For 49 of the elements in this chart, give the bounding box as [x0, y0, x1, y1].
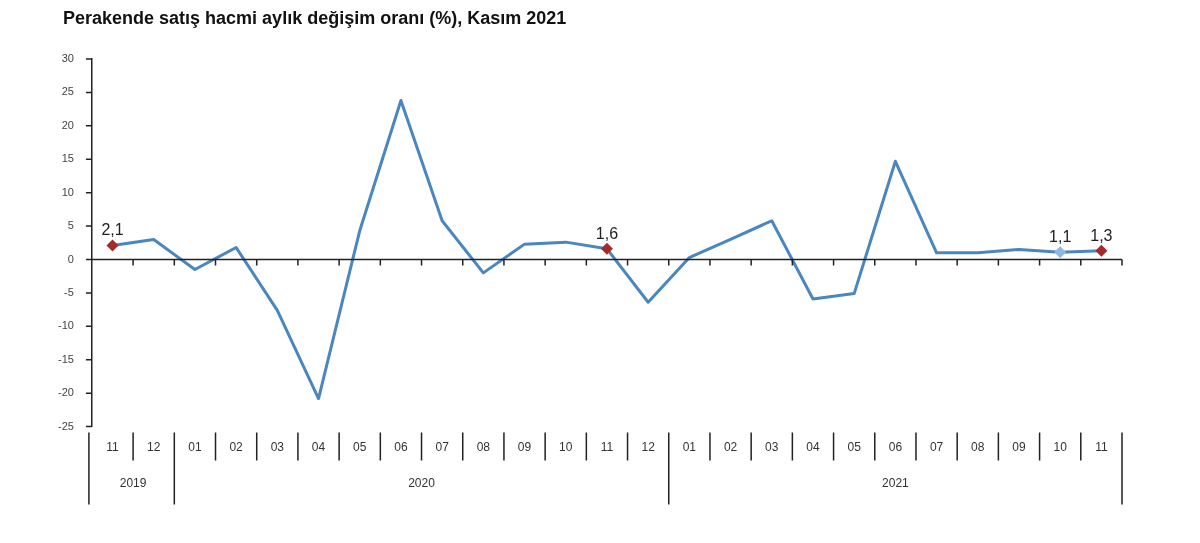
point — [106, 239, 119, 252]
x-tick-label: 08 — [971, 440, 985, 455]
y-tick-label: 0 — [67, 252, 74, 265]
x-tick-label: 11 — [600, 440, 614, 455]
y-tick-label: -15 — [57, 352, 74, 365]
x-tick-label: 12 — [641, 440, 656, 455]
y-tick-label: 25 — [61, 85, 74, 98]
x-tick-label: 06 — [394, 440, 408, 455]
text: 2021 — [882, 475, 910, 490]
x-tick-label: 04 — [806, 440, 820, 455]
x-tick-label: 08 — [476, 440, 491, 455]
y-tick-label: 10 — [61, 185, 74, 198]
data-label: 1,1 — [1049, 228, 1072, 246]
y-tick-label: 20 — [61, 118, 74, 131]
x-tick-label: 12 — [147, 440, 161, 455]
x-tick-label: 04 — [311, 440, 326, 455]
x-tick-label: 02 — [723, 440, 738, 455]
x-tick-label: 05 — [847, 440, 862, 455]
x-tick-label: 02 — [229, 440, 244, 455]
x-tick-label: 09 — [517, 440, 532, 455]
x-tick-label: 03 — [765, 440, 779, 455]
x-tick-label: 10 — [559, 440, 573, 455]
y-tick-label: -5 — [64, 285, 74, 298]
y-tick-label: 15 — [61, 152, 74, 165]
x-tick-label: 03 — [270, 440, 285, 455]
x-tick-label: 11 — [1095, 440, 1108, 455]
data-label: 1,3 — [1090, 226, 1113, 244]
y-tick-label: -20 — [57, 386, 74, 399]
y-tick-label: -25 — [57, 419, 74, 432]
x-tick-label: 01 — [188, 440, 202, 455]
point — [600, 242, 613, 255]
x-tick-label: 06 — [888, 440, 903, 455]
data-label: 2,1 — [101, 221, 124, 239]
y-tick-label: -10 — [57, 319, 74, 332]
x-tick-label: 07 — [929, 440, 944, 455]
x-tick-label: 01 — [682, 440, 697, 455]
point — [1095, 244, 1108, 257]
x-tick-label: 10 — [1053, 440, 1068, 455]
data-label: 1,6 — [595, 224, 619, 242]
text: 2019 — [119, 475, 147, 490]
text: 2020 — [408, 475, 436, 490]
y-tick-label: 30 — [61, 52, 74, 65]
chart-title: Perakende satış hacmi aylık değişim oranı (%), Kasım 2021 — [63, 8, 568, 29]
x-tick-label: 05 — [353, 440, 367, 455]
x-tick-label: 07 — [435, 440, 450, 455]
y-tick-label: 5 — [67, 219, 74, 232]
x-tick-label: 09 — [1012, 440, 1026, 455]
point — [1054, 246, 1067, 259]
x-tick-label: 11 — [106, 440, 120, 455]
